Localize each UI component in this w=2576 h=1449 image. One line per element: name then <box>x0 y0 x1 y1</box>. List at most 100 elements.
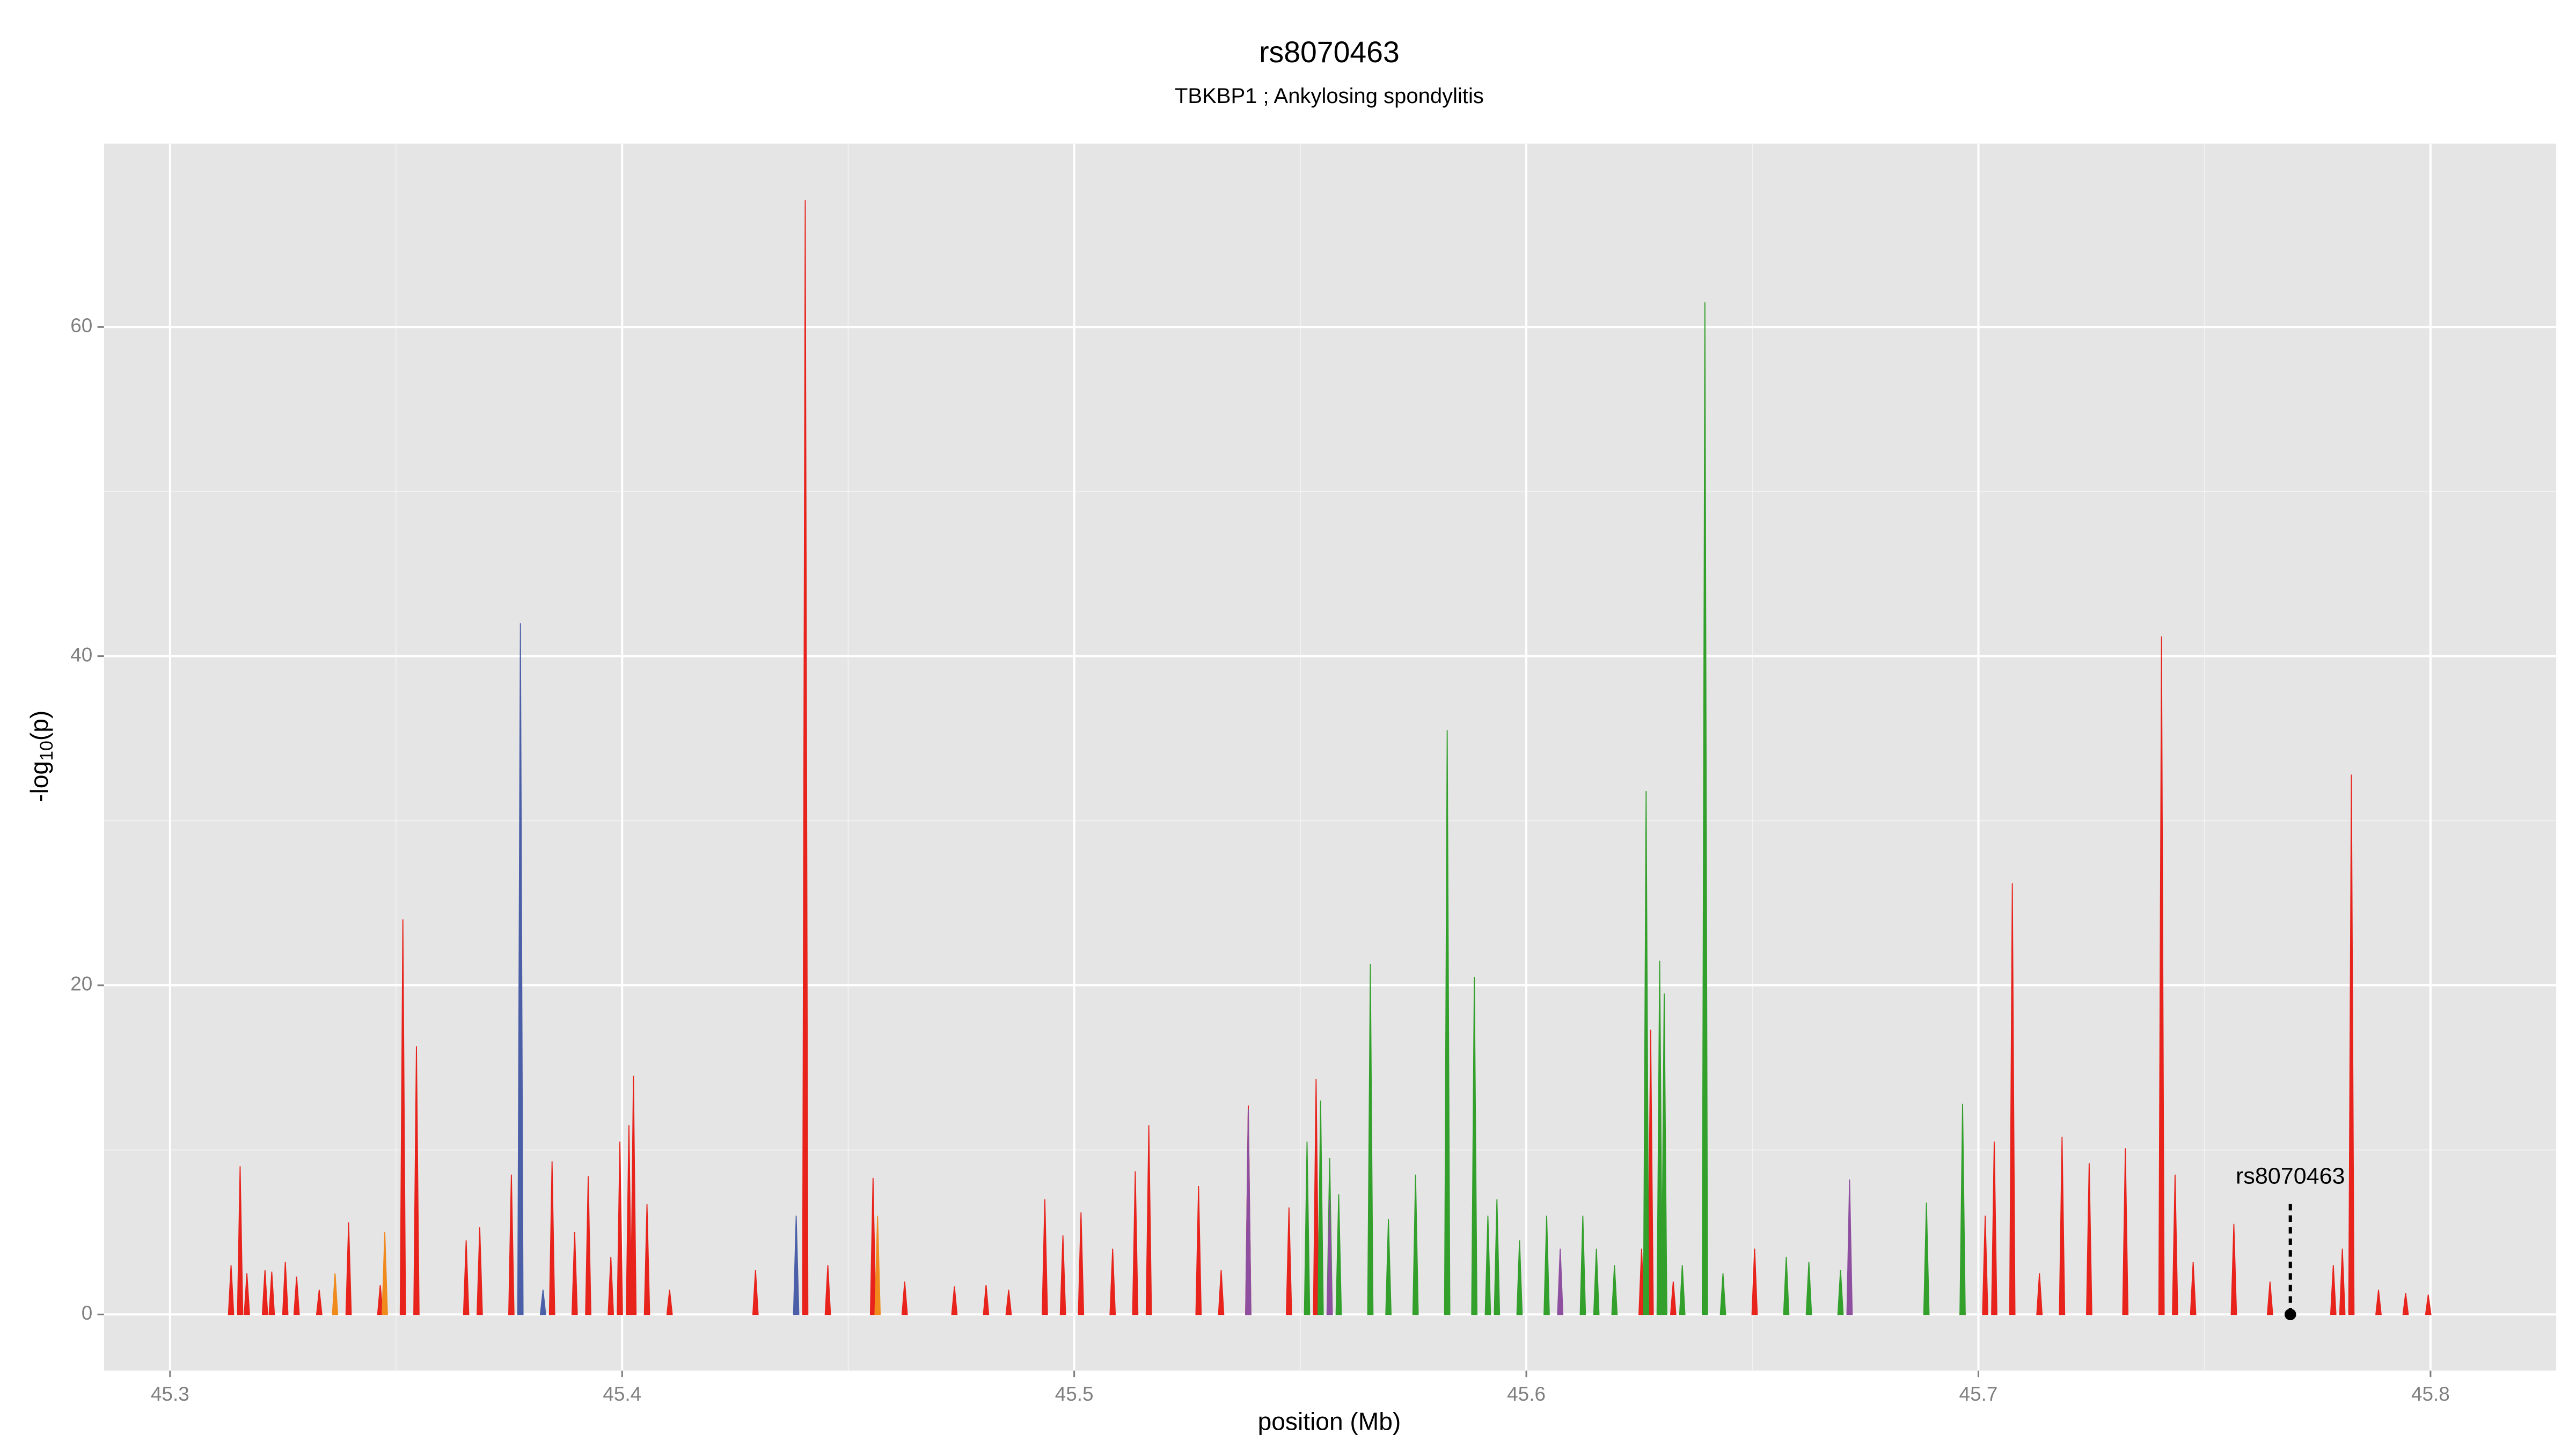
spike <box>1805 1262 1812 1315</box>
spike <box>643 1204 650 1315</box>
spike <box>1783 1256 1790 1315</box>
spike <box>951 1286 958 1315</box>
spike <box>1304 1141 1311 1315</box>
spike <box>1326 1199 1333 1315</box>
spike <box>1005 1290 1012 1315</box>
spike <box>626 1125 632 1315</box>
annotation-point <box>2284 1308 2296 1321</box>
spike <box>1719 1273 1726 1315</box>
y-axis-label: -log10(p) <box>25 711 57 802</box>
spike <box>793 1216 800 1315</box>
spike <box>228 1265 235 1315</box>
spike <box>2190 1262 2197 1315</box>
spike <box>261 1270 268 1315</box>
spike <box>752 1270 759 1315</box>
spike <box>983 1284 990 1315</box>
x-tick-label: 45.4 <box>603 1383 641 1405</box>
spike <box>1959 1103 1966 1315</box>
spike <box>2425 1294 2432 1315</box>
spike <box>2266 1281 2273 1315</box>
spike <box>237 1166 244 1315</box>
spike <box>869 1177 876 1315</box>
spike <box>2158 636 2165 1315</box>
spike <box>1611 1265 1618 1315</box>
spike <box>1982 1216 1988 1315</box>
spike <box>539 1290 546 1315</box>
spike <box>1484 1216 1491 1315</box>
y-tick-label: 60 <box>70 314 92 336</box>
spike <box>2009 883 2016 1315</box>
spike <box>1245 1108 1252 1315</box>
spike <box>1145 1125 1152 1315</box>
spike <box>2122 1148 2129 1315</box>
spike <box>874 1216 881 1315</box>
spike <box>901 1281 908 1315</box>
spike <box>802 200 809 1315</box>
spike <box>463 1240 470 1315</box>
spike <box>1132 1171 1139 1315</box>
spike <box>1991 1141 1997 1315</box>
x-tick-label: 45.7 <box>1959 1383 1998 1405</box>
spike <box>1367 964 1374 1315</box>
spike <box>1679 1265 1686 1315</box>
spike <box>1078 1212 1085 1315</box>
y-label-part: (p) <box>25 711 53 741</box>
spike <box>2085 1163 2092 1315</box>
spike <box>316 1290 323 1315</box>
spike <box>1670 1281 1677 1315</box>
spike <box>508 1174 515 1315</box>
spike <box>517 623 524 1315</box>
spike <box>1923 1202 1930 1315</box>
y-tick-label: 20 <box>70 973 92 995</box>
y-label-sub: 10 <box>36 741 57 761</box>
spike <box>1109 1248 1116 1315</box>
spike <box>1516 1240 1523 1315</box>
y-tick-label: 0 <box>82 1302 93 1324</box>
spike <box>548 1161 555 1315</box>
spike <box>1557 1248 1564 1315</box>
spike <box>1494 1199 1501 1315</box>
spike <box>1385 1219 1392 1315</box>
annotation-label: rs8070463 <box>2236 1163 2345 1189</box>
spike <box>1317 1100 1324 1315</box>
spike <box>1335 1194 1342 1315</box>
spike <box>332 1273 339 1315</box>
spike <box>244 1273 250 1315</box>
y-label-part: -log <box>25 761 53 802</box>
spike <box>2402 1293 2409 1315</box>
spike <box>282 1262 289 1315</box>
spike <box>608 1256 614 1315</box>
spike <box>1195 1186 1202 1315</box>
spike <box>617 1141 623 1315</box>
spike <box>1412 1174 1419 1315</box>
spike <box>477 1227 483 1315</box>
spike <box>1444 730 1451 1315</box>
spike <box>2059 1137 2066 1315</box>
spike <box>1285 1207 1292 1315</box>
spike <box>1543 1216 1550 1315</box>
x-tick-label: 45.6 <box>1507 1383 1546 1405</box>
spike <box>585 1176 591 1315</box>
y-tick-label: 40 <box>70 643 92 665</box>
x-tick-label: 45.8 <box>2411 1383 2450 1405</box>
x-tick-label: 45.3 <box>151 1383 189 1405</box>
spike <box>2172 1174 2178 1315</box>
spike <box>666 1290 673 1315</box>
spike <box>2036 1273 2043 1315</box>
spike <box>382 1232 388 1315</box>
spike <box>1638 1248 1645 1315</box>
spike <box>1846 1179 1853 1315</box>
spike <box>1471 977 1478 1315</box>
spike <box>824 1265 831 1315</box>
spike <box>2230 1224 2237 1315</box>
spike <box>1218 1270 1225 1315</box>
spike <box>1751 1248 1758 1315</box>
spike <box>1701 302 1708 1315</box>
spike <box>1837 1270 1844 1315</box>
chart-title: rs8070463 <box>1259 35 1400 69</box>
spike <box>2348 774 2355 1315</box>
spike <box>345 1222 352 1315</box>
spike <box>2339 1248 2346 1315</box>
